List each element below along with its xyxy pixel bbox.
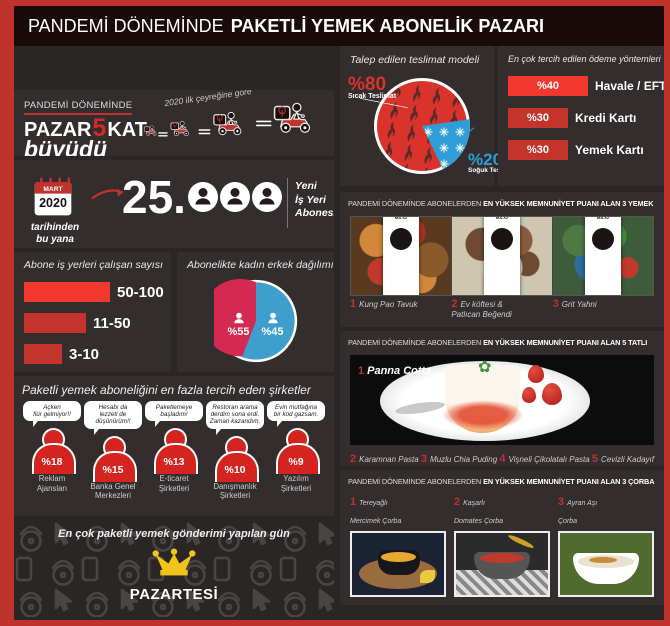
svg-text:MART: MART <box>43 186 62 193</box>
svg-text:2020: 2020 <box>39 196 67 210</box>
